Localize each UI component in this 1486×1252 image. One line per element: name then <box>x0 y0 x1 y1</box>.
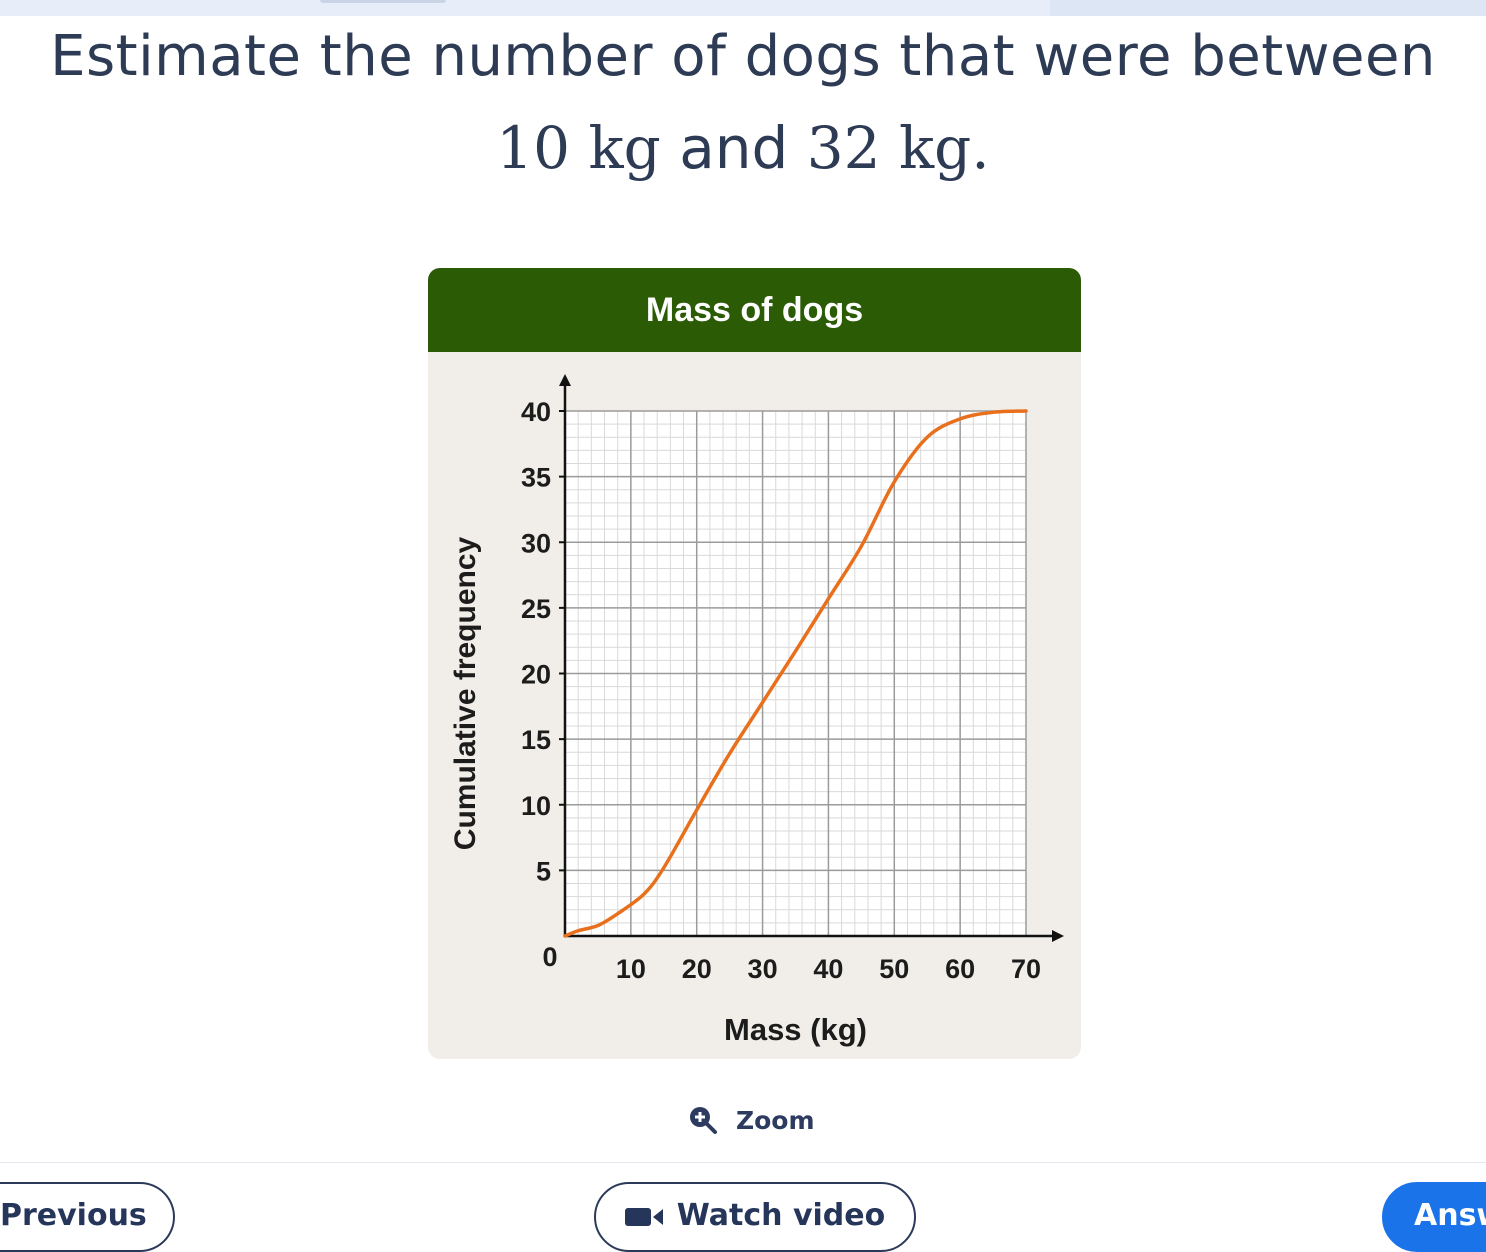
zoom-label: Zoom <box>736 1105 815 1135</box>
answer-button[interactable]: Answer <box>1382 1182 1486 1252</box>
y-tick-label: 40 <box>521 397 551 427</box>
question-line-2: 10 kg and 32 kg. <box>0 112 1486 184</box>
chart-svg: 5 10 15 20 25 30 35 40 10 20 30 40 50 60 70 0 Mass (kg) C… <box>449 374 1064 1047</box>
y-axis-arrow <box>559 374 571 386</box>
x-tick-label: 30 <box>748 954 778 984</box>
top-tab-indicator <box>320 0 446 3</box>
x-tick-label: 10 <box>616 954 646 984</box>
chart-title: Mass of dogs <box>428 268 1081 352</box>
x-tick-label: 70 <box>1011 954 1041 984</box>
question-text: Estimate the number of dogs that were be… <box>0 22 1486 184</box>
x-tick-label: 50 <box>879 954 909 984</box>
value-2: 32 kg <box>806 114 972 182</box>
watch-video-button[interactable]: Watch video <box>594 1182 916 1252</box>
zoom-button[interactable]: Zoom <box>688 1100 815 1140</box>
watch-video-label: Watch video <box>676 1198 886 1233</box>
chart-figure: Mass of dogs 5 10 15 20 25 30 35 40 10 20 30 40 50 60… <box>428 268 1081 1059</box>
top-strip <box>0 0 1486 16</box>
x-tick-label: 20 <box>682 954 712 984</box>
divider <box>0 1162 1486 1163</box>
y-tick-label: 10 <box>521 791 551 821</box>
cumulative-frequency-curve <box>563 409 1028 938</box>
y-tick-label: 30 <box>521 528 551 558</box>
previous-label: Previous <box>0 1198 147 1233</box>
y-tick-label: 15 <box>521 725 551 755</box>
y-tick-label: 5 <box>536 856 551 886</box>
x-tick-label: 40 <box>813 954 843 984</box>
question-end: . <box>971 114 990 182</box>
y-axis-title: Cumulative frequency <box>449 536 482 850</box>
x-axis-title: Mass (kg) <box>724 1012 867 1047</box>
top-strip-right <box>1050 0 1486 16</box>
value-1: 10 kg <box>496 114 661 182</box>
previous-button[interactable]: Previous <box>0 1182 175 1252</box>
question-line-1: Estimate the number of dogs that were be… <box>50 24 1436 89</box>
video-camera-icon <box>624 1207 663 1226</box>
x-axis-arrow <box>1052 930 1064 942</box>
y-tick-label: 25 <box>521 594 551 624</box>
zoom-in-icon <box>690 1107 717 1134</box>
x-tick-label: 60 <box>945 954 975 984</box>
answer-label: Answer <box>1414 1198 1486 1233</box>
y-tick-label: 20 <box>521 660 551 690</box>
connector: and <box>679 114 789 182</box>
origin-label: 0 <box>542 942 557 972</box>
y-tick-label: 35 <box>521 463 551 493</box>
